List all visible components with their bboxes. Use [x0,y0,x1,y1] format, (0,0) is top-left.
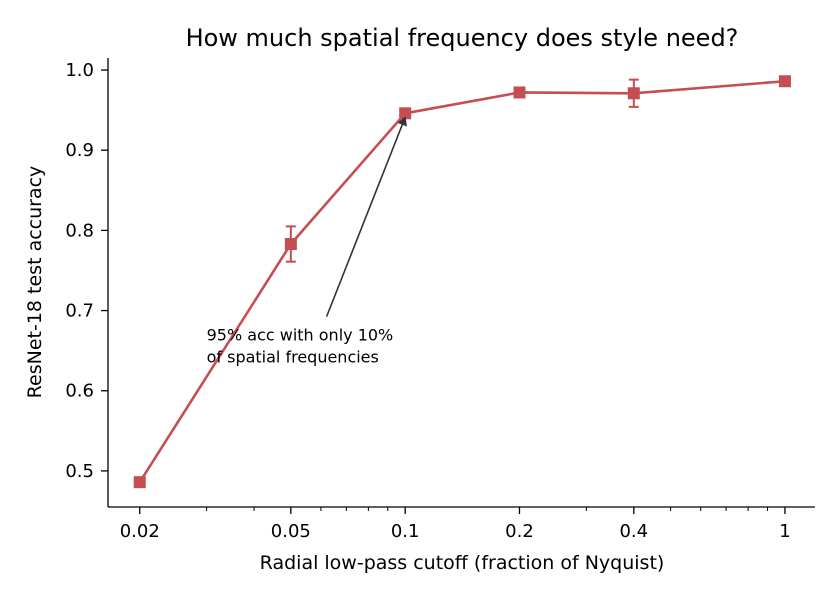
data-point [778,75,791,88]
series-line [138,79,786,483]
data-point [284,238,297,251]
x-axis-label: Radial low-pass cutoff (fraction of Nyqu… [260,552,665,574]
y-tick-label: 0.7 [65,301,94,322]
y-tick-label: 0.6 [65,381,94,402]
x-tick-label: 0.1 [391,521,420,542]
data-markers [133,75,791,489]
series-lines [138,79,786,483]
x-tick-label: 0.2 [505,521,534,542]
chart-title: How much spatial frequency does style ne… [186,24,739,52]
y-tick-label: 1.0 [65,60,94,81]
y-tick-label: 0.8 [65,220,94,241]
y-axis-ticks: 0.5 0.6 0.7 0.8 0.9 1.0 [65,60,108,482]
error-bars [285,78,639,263]
x-tick-label: 0.02 [120,521,160,542]
x-tick-label: 1 [779,521,790,542]
x-axis-ticks: 0.02 0.05 0.1 0.2 0.4 1 [120,507,791,542]
x-tick-label: 0.05 [271,521,311,542]
y-tick-label: 0.9 [65,140,94,161]
x-tick-label: 0.4 [619,521,648,542]
annotation: 95% acc with only 10% of spatial frequen… [207,116,407,367]
annotation-line-2: of spatial frequencies [207,348,379,367]
y-axis-label: ResNet-18 test accuracy [24,166,46,399]
data-point [399,107,412,120]
y-tick-label: 0.5 [65,461,94,482]
annotation-arrow [325,116,407,317]
annotation-line-1: 95% acc with only 10% [207,326,394,345]
data-point [627,87,640,100]
data-point [513,86,526,99]
data-point [133,476,146,489]
annotation-text: 95% acc with only 10% of spatial frequen… [207,326,399,367]
